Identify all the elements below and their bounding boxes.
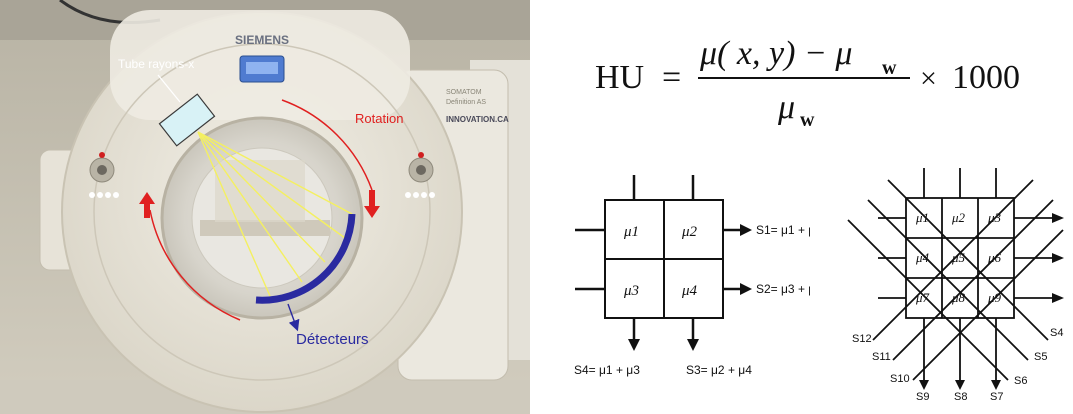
grid2-arrow-down-2 [687, 339, 699, 351]
grid2-arrow-down-1 [628, 339, 640, 351]
grid2-cell: μ4 [681, 283, 698, 299]
formula-lhs: HU [595, 59, 644, 96]
grid2-cell: μ2 [681, 224, 698, 240]
formula-numerator-sub: w [882, 57, 897, 79]
grid3-ray-label: S4 [1050, 327, 1063, 339]
model-line1: SOMATOM [446, 89, 482, 96]
grid2-arrow-right-1 [740, 224, 752, 236]
grid3-cell: μ6 [987, 250, 1002, 265]
innovation-sticker: INNOVATION.CA [446, 115, 509, 124]
grid3-cell: μ8 [951, 290, 966, 305]
formula-eq: = [662, 59, 681, 96]
model-line2: Definition AS [446, 99, 486, 106]
grid3-ray-label: S12 [852, 333, 872, 345]
brand-label: SIEMENS [235, 33, 289, 47]
ct-scanner-photo: SIEMENS SOMATOM Definition AS INNOVATION… [0, 0, 530, 414]
grid2-sum-s3: S3= μ2 + μ4 [686, 363, 752, 377]
grid3-cell: μ2 [951, 210, 966, 225]
grid3-ray-label: S7 [990, 391, 1003, 403]
detector-label: Détecteurs [296, 331, 369, 348]
grid3-cell: μ4 [915, 250, 930, 265]
grid3-cell: μ3 [987, 210, 1002, 225]
grid3-ray-label: S10 [890, 373, 910, 385]
grid2-sum-s2: S2= μ3 + μ4 [756, 282, 810, 296]
grid-3x3: μ1 μ2 μ3 μ4 μ5 μ6 μ7 μ8 μ9 S12 S11 S10 S… [838, 160, 1073, 414]
grid2-sum-s1: S1= μ1 + μ2 [756, 223, 810, 237]
grid3-cell: μ5 [951, 250, 966, 265]
formula-denominator: μ [777, 89, 795, 126]
formula-numerator: μ( x, y) − μ [699, 35, 852, 72]
grid3-cell: μ1 [915, 210, 929, 225]
grid2-cell: μ1 [623, 224, 639, 240]
grid3-ray-label: S5 [1034, 351, 1047, 363]
formula-denominator-sub: w [800, 109, 815, 131]
grid3-ray-label: S9 [916, 391, 929, 403]
grid3-ray-label: S6 [1014, 375, 1027, 387]
formula-factor: 1000 [952, 59, 1020, 96]
grid-2x2: μ1 μ2 μ3 μ4 S1= μ1 + μ2 S2= μ3 + μ4 S4= … [570, 170, 810, 410]
grid2-cell: μ3 [623, 283, 639, 299]
grid2-arrow-right-2 [740, 283, 752, 295]
grid3-cell: μ9 [987, 290, 1002, 305]
grid3-ray-label: S11 [872, 351, 891, 363]
grid3-rays [848, 168, 1063, 382]
formula-times: × [920, 62, 937, 95]
grid3-cell: μ7 [915, 290, 930, 305]
grid2-sum-s4: S4= μ1 + μ3 [574, 363, 640, 377]
rotation-label: Rotation [355, 111, 403, 126]
tube-label: Tube rayons-x [118, 57, 194, 71]
hu-formula: HU = μ( x, y) − μ w μ w × 1000 [590, 24, 1040, 134]
grid3-ray-label: S8 [954, 391, 967, 403]
